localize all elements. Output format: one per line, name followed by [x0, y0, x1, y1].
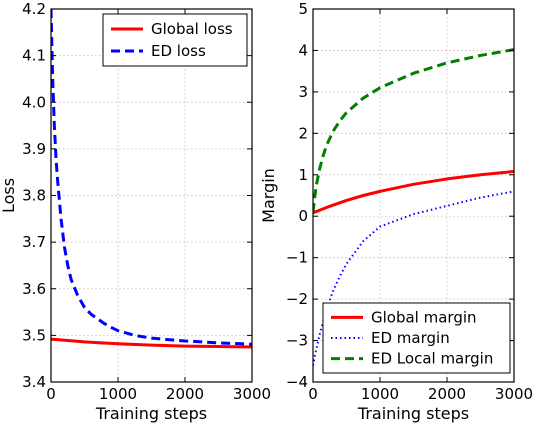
- x-tick-label: 0: [46, 385, 56, 403]
- y-tick-label: 3.6: [22, 280, 46, 298]
- x-axis-label: Training steps: [95, 404, 207, 423]
- y-axis-label: Margin: [259, 168, 278, 223]
- plot-frame: [312, 8, 515, 383]
- series-line-1: [51, 337, 252, 349]
- y-tick-label: 4: [298, 41, 308, 59]
- y-axis-label: Loss: [0, 178, 18, 213]
- y-tick-label: −2: [286, 290, 308, 308]
- plot-frame: [50, 8, 253, 383]
- y-tick-label: 0: [298, 207, 308, 225]
- legend-label: Global loss: [151, 20, 233, 38]
- y-tick-label: 1: [298, 166, 308, 184]
- legend-label: ED margin: [371, 329, 450, 347]
- series-line-2: [313, 190, 514, 366]
- y-tick-label: 2: [298, 124, 308, 142]
- series-line-2: [51, 9, 252, 346]
- x-tick-label: 0: [308, 385, 318, 403]
- legend-label: ED Local margin: [371, 350, 493, 368]
- series-line-1: [313, 169, 514, 215]
- y-tick-label: −3: [286, 332, 308, 350]
- legend: Global margin ED margin ED Local margin: [322, 302, 511, 374]
- y-tick-label: 3.4: [22, 373, 46, 391]
- y-tick-label: 5: [298, 0, 308, 18]
- y-tick-label: −4: [286, 373, 308, 391]
- y-tick-label: −1: [286, 249, 308, 267]
- legend-label: Global margin: [371, 308, 477, 326]
- y-tick-label: 3.9: [22, 140, 46, 158]
- x-tick-label: 1000: [361, 385, 399, 403]
- y-tick-label: 4.0: [22, 93, 46, 111]
- series-line-3: [313, 48, 514, 213]
- legend-label: ED loss: [151, 42, 206, 60]
- y-tick-label: 3.7: [22, 233, 46, 251]
- chart-panel-1: 3.4 3.5 3.6 3.7 3.8 3.9 4.0 4.1 4.2 0 1000 2000 3000…: [0, 0, 271, 423]
- legend: Global loss ED loss: [102, 13, 248, 67]
- x-axis-label: Training steps: [357, 404, 469, 423]
- x-tick-label: 1000: [99, 385, 137, 403]
- y-tick-label: 3.5: [22, 326, 46, 344]
- x-tick-label: 2000: [166, 385, 204, 403]
- y-tick-label: 3.8: [22, 187, 46, 205]
- y-tick-label: 4.2: [22, 0, 46, 18]
- y-tick-label: 3: [298, 83, 308, 101]
- chart-panel-2: −4 −3 −2 −1 0 1 2 3 4 5 0 1000 2000 3000 Training step…: [259, 0, 533, 423]
- legend-box: [102, 13, 248, 67]
- x-tick-label: 3000: [233, 385, 271, 403]
- y-tick-label: 4.1: [22, 47, 46, 65]
- x-tick-label: 3000: [495, 385, 533, 403]
- x-tick-label: 2000: [428, 385, 466, 403]
